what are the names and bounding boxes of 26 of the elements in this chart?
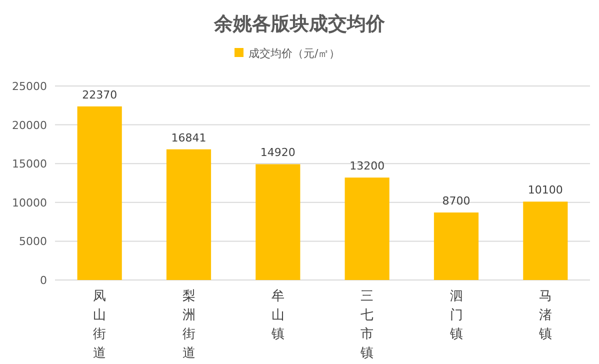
bar [523,202,568,280]
y-tick-label: 15000 [12,158,47,171]
bar [344,178,390,280]
data-label: 8700 [442,194,470,208]
x-tick-label: 三七市镇 [360,289,374,361]
chart-title: 余姚各版块成交均价 [213,13,386,35]
data-label: 13200 [350,160,385,173]
y-tick-label: 5000 [19,235,47,248]
y-tick-label: 20000 [12,118,47,132]
x-tick-label: 马渚镇 [538,289,552,342]
data-label: 16841 [171,131,206,144]
x-tick-label: 牟山镇 [270,289,284,342]
bar [256,164,300,280]
data-label: 22370 [82,88,118,102]
data-label: 14920 [260,146,296,160]
x-tick-label: 梨洲街道 [182,289,196,361]
bar [434,212,479,280]
y-tick-label: 10000 [12,196,47,210]
x-tick-label: 泗门镇 [448,289,463,342]
y-tick-label: 25000 [12,80,47,93]
bar [77,106,122,280]
x-tick-label: 凤山街道 [93,289,106,361]
bar [166,149,212,280]
legend-label: 成交均价（元/㎡） [248,47,340,60]
y-tick-label: 0 [40,274,47,287]
data-label: 10100 [528,184,563,197]
